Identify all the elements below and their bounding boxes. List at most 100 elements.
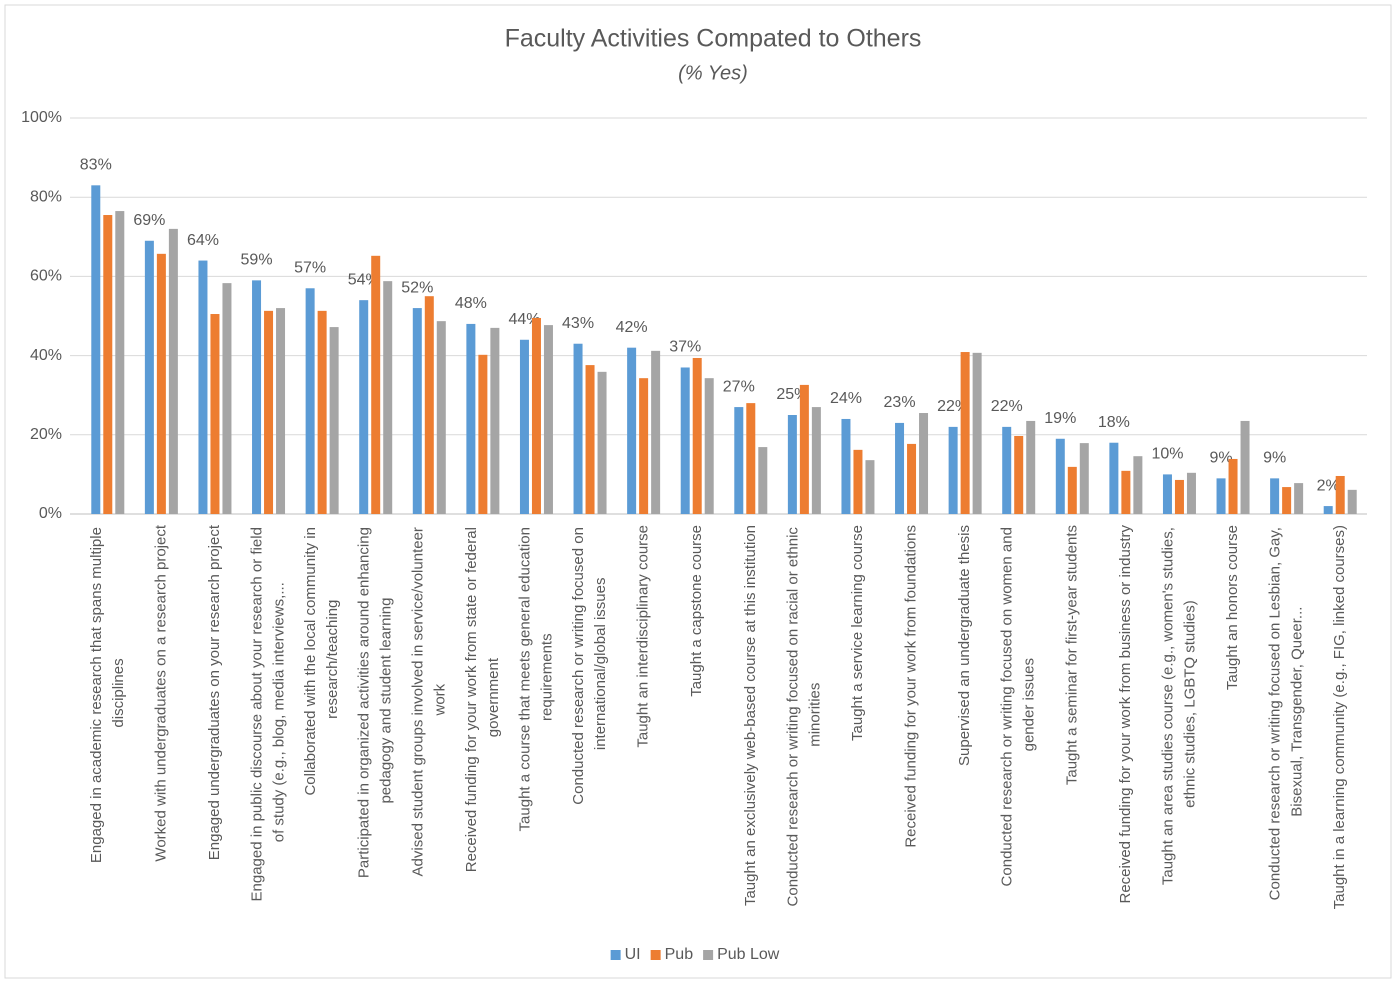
x-tick-label: Engaged in public discourse about your r… — [249, 523, 288, 902]
legend-label: Pub Low — [717, 946, 780, 963]
legend-label: Pub — [665, 946, 694, 963]
bar — [639, 378, 649, 514]
bar — [1240, 420, 1250, 514]
bar — [276, 308, 286, 514]
data-label: 9% — [1263, 450, 1286, 467]
bar — [156, 253, 166, 514]
x-tick-label: Collaborated with the local community in… — [302, 523, 341, 796]
bar — [305, 288, 315, 514]
x-tick-label: Participated in organized activities aro… — [356, 523, 395, 878]
bar — [359, 300, 369, 514]
bar — [960, 352, 970, 514]
y-tick-label: 20% — [30, 426, 62, 443]
bar — [1294, 483, 1304, 514]
bar — [103, 215, 113, 514]
bar — [1323, 506, 1333, 514]
chart-subtitle: (% Yes) — [678, 62, 748, 84]
bar — [895, 422, 905, 514]
y-tick-label: 0% — [39, 505, 62, 522]
x-tick-label: Taught a seminar for first-year students — [1063, 525, 1080, 785]
x-tick-label: Taught an honors course — [1224, 525, 1241, 690]
data-label: 64% — [187, 232, 219, 249]
data-label: 22% — [991, 398, 1023, 415]
bar — [115, 211, 125, 514]
bar — [1228, 458, 1238, 514]
bar — [865, 460, 875, 514]
bar — [841, 418, 851, 514]
x-tick-label: Taught an interdisciplinary course — [635, 525, 652, 748]
bar — [144, 240, 154, 514]
legend-swatch — [703, 950, 714, 960]
bar — [371, 255, 381, 515]
bar — [1067, 466, 1077, 514]
bar — [1270, 478, 1280, 514]
bar — [1055, 438, 1065, 514]
bar — [198, 260, 208, 514]
x-tick-label: Engaged in academic research that spans … — [88, 523, 127, 863]
data-label: 57% — [294, 259, 326, 276]
bar — [573, 343, 583, 514]
bar — [919, 413, 929, 514]
data-label: 37% — [669, 339, 701, 356]
data-label: 52% — [401, 279, 433, 296]
bar — [1347, 489, 1357, 514]
data-label: 9% — [1209, 450, 1232, 467]
bar — [252, 280, 262, 514]
data-label: 69% — [133, 212, 165, 229]
bar — [1079, 443, 1089, 514]
data-label: 10% — [1151, 446, 1183, 463]
data-label: 43% — [562, 315, 594, 332]
bar — [1282, 487, 1292, 514]
x-tick-label: Worked with undergraduates on a research… — [152, 524, 169, 861]
bar — [168, 228, 178, 514]
bar — [853, 449, 863, 514]
legend-label: UI — [625, 946, 641, 963]
bar — [329, 327, 339, 514]
x-tick-label: Taught a capstone course — [688, 525, 705, 697]
bar — [91, 185, 101, 514]
bar — [704, 378, 714, 514]
bar — [210, 314, 220, 514]
bar — [1174, 479, 1184, 514]
bar — [264, 310, 274, 514]
bar — [1014, 435, 1024, 514]
bar — [972, 352, 982, 514]
x-tick-label: Conducted research or writing focused on… — [999, 523, 1038, 887]
x-tick-label: Received funding for your work from stat… — [463, 523, 502, 872]
data-label: 48% — [455, 295, 487, 312]
bar — [597, 371, 607, 514]
bar — [531, 317, 541, 514]
bar — [585, 365, 595, 514]
y-tick-label: 80% — [30, 188, 62, 205]
bar — [436, 321, 446, 514]
bar — [758, 447, 768, 514]
x-tick-label: Taught a course that meets general educa… — [516, 523, 555, 832]
bar — [627, 347, 637, 514]
x-tick-label: Engaged undergraduates on your research … — [206, 524, 223, 860]
x-tick-label: Conducted research or writing focused on… — [570, 523, 609, 805]
bar — [222, 283, 232, 514]
bar — [519, 339, 529, 514]
bar — [1335, 475, 1345, 514]
data-label: 59% — [241, 252, 273, 269]
y-tick-label: 60% — [30, 268, 62, 285]
data-label: 42% — [616, 319, 648, 336]
y-tick-label: 100% — [21, 109, 62, 126]
bar — [424, 296, 434, 514]
x-tick-label: Taught an exclusively web-based course a… — [742, 525, 759, 906]
bar — [651, 350, 661, 514]
x-tick-label: Taught in a learning community (e.g., FI… — [1331, 525, 1348, 909]
bar — [907, 443, 917, 514]
bar — [543, 325, 553, 514]
bar — [811, 407, 821, 514]
bar — [412, 308, 422, 514]
data-label: 23% — [884, 394, 916, 411]
bar — [1026, 420, 1036, 514]
bar — [383, 281, 393, 514]
x-tick-label: Received funding for your work from busi… — [1117, 525, 1134, 904]
data-label: 27% — [723, 378, 755, 395]
data-label: 2% — [1317, 477, 1340, 494]
x-tick-label: Taught a service learning course — [849, 525, 866, 741]
bar — [478, 354, 488, 514]
